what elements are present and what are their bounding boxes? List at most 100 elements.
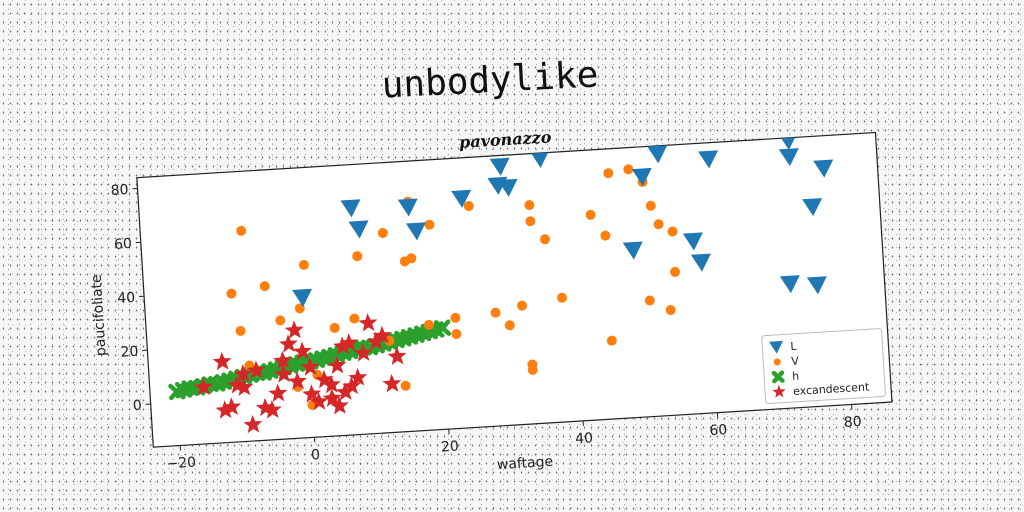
point-v <box>226 288 237 299</box>
point-l <box>669 132 690 136</box>
point-v <box>406 253 417 264</box>
point-excandescent <box>302 384 322 403</box>
point-l <box>635 132 656 140</box>
point-v <box>349 313 360 324</box>
point-excandescent <box>372 325 392 345</box>
point-l <box>690 253 711 272</box>
point-v <box>275 315 286 326</box>
x-tick-label: 60 <box>709 422 728 439</box>
point-v <box>236 225 247 236</box>
legend-marker-h <box>771 370 785 384</box>
point-l <box>778 148 799 167</box>
point-l <box>451 189 472 208</box>
point-v <box>352 251 363 262</box>
point-v <box>463 201 474 212</box>
point-v <box>423 319 434 330</box>
point-excandescent <box>366 331 386 351</box>
plot-frame <box>136 131 893 448</box>
point-v <box>235 325 246 336</box>
point-excandescent <box>358 313 378 332</box>
point-excandescent <box>342 376 362 395</box>
legend-label: excandescent <box>793 380 871 398</box>
point-excandescent <box>212 351 232 371</box>
y-tick-label: 60 <box>114 236 133 253</box>
point-v <box>667 226 678 237</box>
legend-box <box>761 328 886 405</box>
y-axis-label: paucifoliate <box>89 274 110 357</box>
point-excandescent <box>284 320 304 339</box>
point-l <box>292 288 313 307</box>
x-tick-label: 40 <box>575 430 594 447</box>
y-tick-label: 0 <box>132 398 142 415</box>
point-l <box>397 198 418 217</box>
point-excandescent <box>327 355 347 375</box>
point-l <box>698 150 719 169</box>
chart-suptitle: unbodylike <box>381 54 600 106</box>
y-tick-label: 40 <box>117 290 136 307</box>
point-l <box>489 157 510 176</box>
point-excandescent <box>234 377 254 396</box>
point-l <box>405 222 426 241</box>
point-v <box>665 305 676 316</box>
point-excandescent <box>382 373 402 393</box>
point-excandescent <box>193 377 213 396</box>
axis-ticks: −20 0 20 40 60 80 0 20 40 60 80 <box>110 182 862 473</box>
point-v <box>525 216 536 227</box>
legend-label: h <box>792 370 800 383</box>
point-excandescent <box>321 374 341 394</box>
point-v <box>298 259 309 270</box>
point-excandescent <box>322 388 342 407</box>
point-v <box>424 219 435 230</box>
point-excandescent <box>222 397 242 416</box>
point-v <box>653 219 664 230</box>
legend-label: L <box>790 340 798 353</box>
point-v <box>644 295 655 306</box>
point-v <box>600 230 611 241</box>
point-excandescent <box>339 333 359 352</box>
x-tick-label: 0 <box>311 447 321 464</box>
point-excandescent <box>292 341 312 360</box>
point-excandescent <box>273 364 293 383</box>
point-v <box>670 266 681 277</box>
point-excandescent <box>273 350 293 370</box>
legend-marker-l <box>769 340 784 354</box>
point-v <box>517 300 528 311</box>
point-l <box>806 276 827 295</box>
point-excandescent <box>243 414 263 434</box>
point-excandescent <box>353 343 373 362</box>
point-v <box>524 200 535 211</box>
point-v <box>451 328 462 339</box>
point-l <box>682 232 703 251</box>
point-l <box>779 275 800 294</box>
point-excandescent <box>278 334 298 353</box>
point-v <box>527 364 538 375</box>
legend-marker-excandescent <box>772 384 786 398</box>
point-excandescent <box>335 382 355 401</box>
point-l <box>529 149 550 168</box>
point-l <box>813 159 834 178</box>
point-excandescent <box>332 336 352 355</box>
x-tick-label: 20 <box>440 439 459 456</box>
point-l <box>348 220 369 239</box>
point-excandescent <box>268 383 288 402</box>
point-excandescent <box>262 400 282 419</box>
point-l <box>631 167 652 187</box>
legend-label: V <box>791 355 800 368</box>
chart-title: pavonazzo <box>459 127 553 152</box>
y-tick-label: 20 <box>120 344 139 361</box>
point-excandescent <box>300 357 320 376</box>
point-v <box>557 292 568 303</box>
x-tick-label: −20 <box>166 455 196 473</box>
point-l <box>622 241 643 260</box>
point-v <box>645 200 656 211</box>
point-v <box>606 335 617 346</box>
point-excandescent <box>329 396 349 415</box>
point-v <box>294 303 305 314</box>
point-v <box>603 168 614 179</box>
point-l <box>340 199 361 218</box>
point-excandescent <box>233 364 253 383</box>
point-excandescent <box>387 346 407 365</box>
point-v <box>329 322 340 333</box>
